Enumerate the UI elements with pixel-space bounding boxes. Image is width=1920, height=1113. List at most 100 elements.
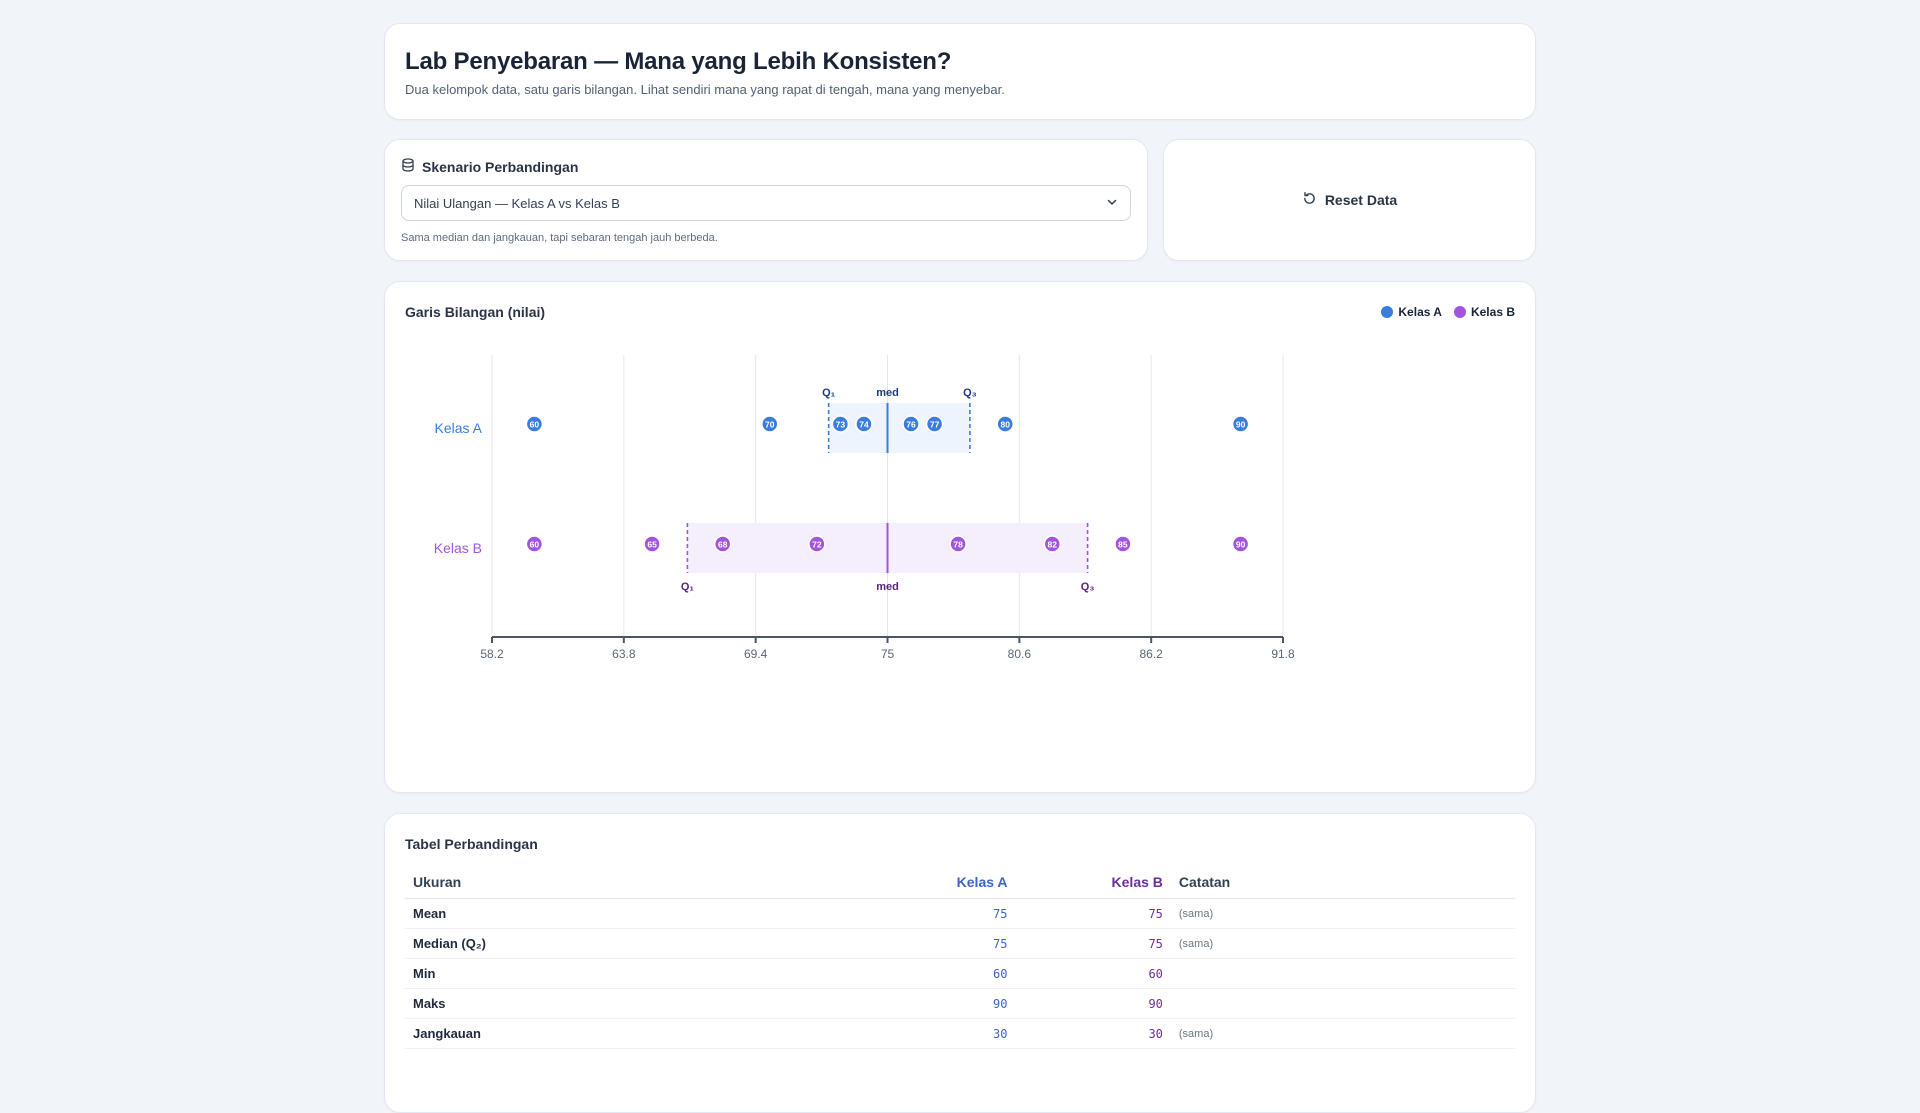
chart-card: 58.2 63.8 69.4 75 80.6 86.2 91.8 Q₁ med Q₃ Kelas A… <box>384 281 1536 793</box>
kelas-b-cell: 30 <box>1015 1018 1171 1049</box>
metric-cell: Median (Q₂) <box>405 928 905 959</box>
kelas-a-data-point <box>902 415 920 433</box>
note-cell: (sama) <box>1170 1018 1515 1049</box>
note-cell: (sama) <box>1170 928 1515 959</box>
kelas-a-data-point-label: 90 <box>1236 420 1246 430</box>
kelas-a-data-point <box>1231 415 1250 433</box>
col-header-ukuran: Ukuran <box>405 866 905 899</box>
kelas-a-data-point <box>996 415 1014 433</box>
metric-cell: Jangkauan <box>405 1018 905 1049</box>
kelas-b-q1-label: Q₁ <box>681 581 695 593</box>
kelas-a-cell: 60 <box>904 958 1016 989</box>
kelas-b-data-point-label: 60 <box>530 540 540 550</box>
database-icon <box>401 158 415 175</box>
kelas-b-q3-label: Q₃ <box>1081 581 1095 593</box>
kelas-a-data-point <box>855 415 873 433</box>
note-cell: (sama) <box>1170 898 1515 929</box>
table-row: Maks 90 90 <box>405 988 1515 1019</box>
kelas-b-data-point-label: 78 <box>953 540 963 550</box>
kelas-b-data-point <box>1114 535 1132 553</box>
kelas-b-data-point <box>525 535 544 553</box>
page-title: Lab Penyebaran — Mana yang Lebih Konsist… <box>405 48 952 75</box>
comparison-table-card: Tabel Perbandingan Ukuran Kelas A Kelas … <box>384 813 1536 1113</box>
reset-data-button[interactable]: Reset Data <box>1302 191 1397 209</box>
kelas-b-data-point <box>808 535 826 553</box>
kelas-b-data-point-label: 82 <box>1048 540 1058 550</box>
x-tick-label: 69.4 <box>744 647 768 661</box>
kelas-a-cell: 30 <box>904 1018 1016 1049</box>
table-header-row: Ukuran Kelas A Kelas B Catatan <box>405 866 1515 899</box>
kelas-a-data-point-label: 74 <box>859 420 869 430</box>
scenario-note: Sama median dan jangkauan, tapi sebaran … <box>401 232 718 244</box>
scenario-card: Skenario Perbandingan Nilai Ulangan — Ke… <box>384 139 1148 261</box>
chart-legend: Kelas A Kelas B <box>1381 305 1515 319</box>
kelas-a-iqr-box <box>828 403 970 453</box>
kelas-b-data-point-label: 85 <box>1118 540 1128 550</box>
kelas-a-q1-label: Q₁ <box>822 387 836 399</box>
x-tick-label: 58.2 <box>480 647 504 661</box>
table-row: Median (Q₂) 75 75 (sama) <box>405 928 1515 959</box>
kelas-b-data-point <box>1231 535 1250 553</box>
kelas-b-data-point-label: 90 <box>1236 540 1246 550</box>
legend-item-kelas-a: Kelas A <box>1381 305 1442 319</box>
x-tick-label: 63.8 <box>612 647 636 661</box>
chevron-down-icon <box>1106 196 1118 211</box>
scenario-selected-value: Nilai Ulangan — Kelas A vs Kelas B <box>414 195 620 211</box>
metric-cell: Maks <box>405 988 905 1019</box>
col-header-catatan: Catatan <box>1170 866 1515 899</box>
table-row: Min 60 60 <box>405 958 1515 989</box>
kelas-b-data-point <box>949 535 967 553</box>
kelas-b-cell: 75 <box>1015 928 1171 959</box>
table-row: Mean 75 75 (sama) <box>405 898 1515 929</box>
note-cell <box>1170 958 1515 989</box>
legend-item-kelas-b: Kelas B <box>1453 305 1515 319</box>
scenario-select[interactable]: Nilai Ulangan — Kelas A vs Kelas B <box>401 185 1131 221</box>
kelas-a-data-point <box>831 415 850 433</box>
kelas-a-data-point-label: 77 <box>930 420 940 430</box>
x-tick-label: 80.6 <box>1008 647 1032 661</box>
x-tick-label: 75 <box>881 647 895 661</box>
kelas-b-cell: 60 <box>1015 958 1171 989</box>
kelas-b-median-label: med <box>876 581 899 593</box>
legend-label-kelas-b: Kelas B <box>1470 305 1515 319</box>
kelas-b-data-point <box>643 535 661 553</box>
chart-title: Garis Bilangan (nilai) <box>405 304 546 320</box>
reset-card: Reset Data <box>1163 139 1536 261</box>
kelas-a-data-point-label: 70 <box>765 420 775 430</box>
scenario-label: Skenario Perbandingan <box>422 158 579 175</box>
kelas-a-data-point-label: 73 <box>836 420 846 430</box>
kelas-b-data-point <box>1043 535 1062 553</box>
kelas-a-cell: 90 <box>904 988 1016 1019</box>
kelas-b-row-label: Kelas B <box>434 540 482 556</box>
kelas-b-data-point-label: 68 <box>718 540 728 550</box>
kelas-a-data-point <box>925 415 944 433</box>
scenario-label-row: Skenario Perbandingan <box>401 158 1131 175</box>
reset-icon <box>1302 191 1317 209</box>
col-header-kelas-a: Kelas A <box>904 866 1016 899</box>
kelas-a-q3-label: Q₃ <box>963 387 977 399</box>
kelas-a-data-point <box>761 415 779 433</box>
x-tick-label: 91.8 <box>1271 647 1295 661</box>
note-cell <box>1170 988 1515 1019</box>
kelas-a-cell: 75 <box>904 928 1016 959</box>
kelas-a-cell: 75 <box>904 898 1016 929</box>
kelas-b-cell: 75 <box>1015 898 1171 929</box>
reset-label: Reset Data <box>1324 192 1398 208</box>
kelas-b-data-point <box>713 535 732 553</box>
header-card: Lab Penyebaran — Mana yang Lebih Konsist… <box>384 23 1536 120</box>
kelas-b-data-point-label: 72 <box>812 540 822 550</box>
col-header-kelas-b: Kelas B <box>1015 866 1171 899</box>
table-title: Tabel Perbandingan <box>405 836 538 852</box>
kelas-b-cell: 90 <box>1015 988 1171 1019</box>
metric-cell: Min <box>405 958 905 989</box>
kelas-a-median-label: med <box>876 387 899 399</box>
table-row: Jangkauan 30 30 (sama) <box>405 1018 1515 1049</box>
kelas-b-data-point-label: 65 <box>647 540 657 550</box>
page-subtitle: Dua kelompok data, satu garis bilangan. … <box>405 82 1005 97</box>
kelas-a-data-point-label: 60 <box>530 420 540 430</box>
kelas-a-data-point-label: 80 <box>1000 420 1010 430</box>
legend-label-kelas-a: Kelas A <box>1398 305 1442 319</box>
kelas-a-data-point-label: 76 <box>906 420 916 430</box>
x-tick-label: 86.2 <box>1139 647 1163 661</box>
comparison-table: Ukuran Kelas A Kelas B Catatan Mean 75 75(… <box>405 866 1515 1049</box>
